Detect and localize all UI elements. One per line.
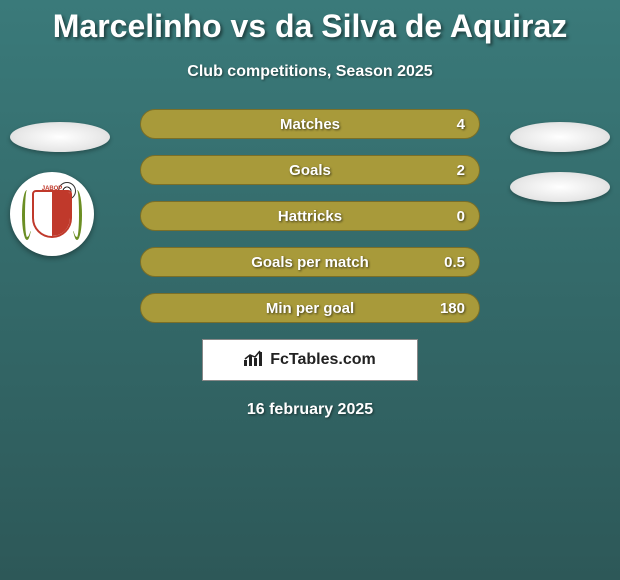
stat-bar-mpg: Min per goal 180: [140, 293, 480, 323]
stat-value: 2: [457, 162, 465, 179]
right-badges-column: [510, 122, 610, 222]
stat-value: 0.5: [444, 254, 465, 271]
chart-icon: [244, 350, 264, 371]
shield-icon: [32, 190, 72, 238]
left-badges-column: ЈАВОР: [10, 122, 110, 256]
date-text: 16 february 2025: [0, 401, 620, 419]
stat-label: Matches: [280, 116, 340, 133]
stat-label: Hattricks: [278, 208, 342, 225]
stat-value: 0: [457, 208, 465, 225]
page-subtitle: Club competitions, Season 2025: [0, 63, 620, 81]
stat-value: 4: [457, 116, 465, 133]
shield-half: [52, 192, 70, 236]
player-badge-ellipse: [10, 122, 110, 152]
page-title: Marcelinho vs da Silva de Aquiraz: [0, 0, 620, 45]
stat-label: Goals per match: [251, 254, 369, 271]
stat-bar-gpm: Goals per match 0.5: [140, 247, 480, 277]
player-badge-ellipse: [510, 122, 610, 152]
stat-label: Goals: [289, 162, 331, 179]
team-logo-inner: ЈАВОР: [20, 182, 84, 246]
wreath-left-icon: [22, 190, 32, 240]
branding-box: FcTables.com: [202, 339, 418, 381]
branding-text: FcTables.com: [270, 351, 376, 369]
stat-bar-matches: Matches 4: [140, 109, 480, 139]
stat-bar-goals: Goals 2: [140, 155, 480, 185]
team-logo-text: ЈАВОР: [42, 186, 63, 192]
stat-label: Min per goal: [266, 300, 354, 317]
stat-bar-hattricks: Hattricks 0: [140, 201, 480, 231]
team-logo: ЈАВОР: [10, 172, 94, 256]
stat-value: 180: [440, 300, 465, 317]
wreath-right-icon: [72, 190, 82, 240]
team-badge-ellipse: [510, 172, 610, 202]
stats-bars: Matches 4 Goals 2 Hattricks 0 Goals per …: [140, 109, 480, 323]
